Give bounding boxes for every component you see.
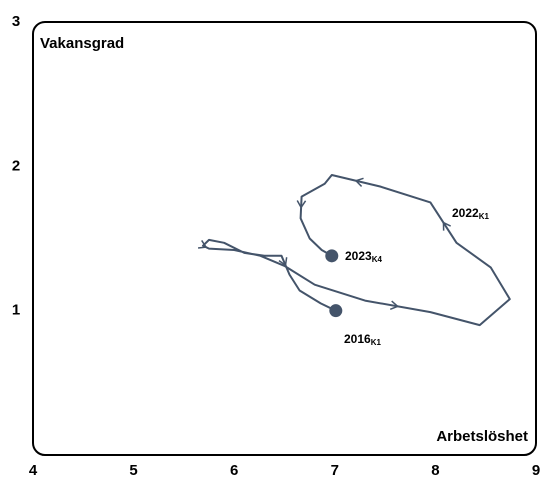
y-tick-label: 1: [12, 302, 20, 319]
annotation-year: 2016: [344, 332, 371, 346]
direction-arrow: [296, 200, 307, 209]
direction-arrow: [278, 257, 288, 267]
annotation-year: 2023: [345, 249, 372, 263]
x-tick-label: 7: [331, 462, 339, 479]
point-annotation: 2022K1: [452, 206, 489, 221]
endpoint-dot: [329, 304, 343, 318]
y-tick-label: 3: [12, 13, 20, 30]
point-annotation: 2016K1: [344, 332, 381, 347]
x-tick-label: 6: [230, 462, 238, 479]
annotation-quarter: K4: [372, 255, 383, 264]
direction-arrow: [197, 240, 208, 249]
y-tick-label: 2: [12, 157, 20, 174]
annotation-year: 2022: [452, 206, 479, 220]
trajectory-line: [202, 174, 511, 327]
annotation-quarter: K1: [479, 212, 490, 221]
x-tick-label: 5: [129, 462, 137, 479]
x-tick-label: 9: [532, 462, 540, 479]
x-tick-label: 4: [29, 462, 38, 479]
x-tick-label: 8: [431, 462, 439, 479]
y-axis-label: Vakansgrad: [40, 35, 124, 52]
point-annotation: 2023K4: [345, 249, 382, 264]
annotation-quarter: K1: [371, 338, 382, 347]
plot-frame: [32, 21, 537, 456]
direction-arrow: [354, 177, 364, 187]
x-axis-label: Arbetslöshet: [436, 428, 528, 445]
endpoint-dot: [325, 249, 339, 263]
direction-arrow: [389, 300, 400, 310]
direction-arrow: [442, 221, 451, 231]
